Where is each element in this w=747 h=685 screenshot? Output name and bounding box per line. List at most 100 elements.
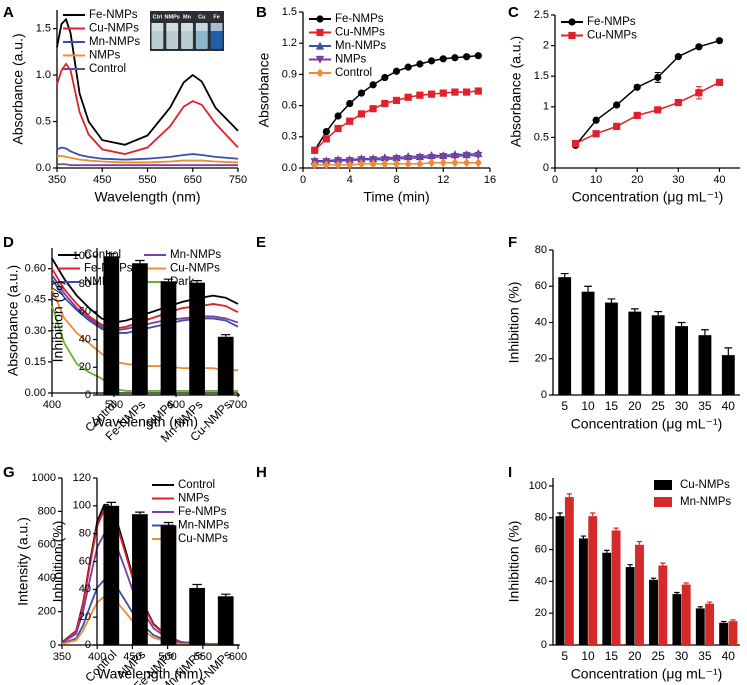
marker	[381, 73, 389, 82]
y-tick-label: 800	[38, 505, 56, 517]
marker	[392, 155, 401, 164]
y-tick-label: 80	[79, 528, 91, 540]
y-tick-label: 0	[541, 639, 547, 651]
marker	[316, 15, 324, 23]
panel: F 0 20 40 60 80 Inhibition (%) Concentration (μ…	[506, 234, 740, 432]
legend-label: NMPs	[335, 54, 367, 66]
marker	[474, 52, 482, 60]
marker	[416, 91, 424, 99]
inset-label: Cu	[198, 14, 205, 20]
error-bar	[636, 541, 643, 545]
panel-label: H	[256, 464, 267, 481]
x-tick-label: 35	[698, 399, 712, 413]
legend-label: Control	[335, 67, 372, 79]
y-tick-label: 0	[543, 162, 549, 174]
bar	[581, 291, 595, 395]
y-tick-label: 400	[38, 572, 56, 584]
marker	[613, 122, 621, 130]
legend-label: NMPs	[178, 493, 210, 505]
y-tick-label: 0.9	[282, 68, 297, 80]
marker	[463, 158, 471, 168]
x-tick-label: 25	[652, 399, 666, 413]
marker	[674, 98, 682, 107]
y-tick-label: 80	[79, 278, 91, 290]
panel-label: A	[3, 4, 14, 21]
panel-label: B	[256, 4, 267, 21]
marker	[451, 54, 459, 62]
error-bar	[580, 535, 587, 539]
vial-top	[151, 23, 164, 31]
error-bar	[627, 564, 633, 568]
y-tick-label: 1.5	[534, 70, 549, 82]
y-tick-label: 0.00	[25, 387, 46, 399]
x-tick-label: 35	[698, 649, 712, 663]
x-tick-label: 12	[437, 174, 449, 186]
y-tick-label: 40	[79, 583, 91, 595]
x-tick-label: 30	[672, 174, 684, 186]
y-tick-label: 80	[535, 512, 547, 524]
error-bar	[135, 511, 145, 515]
legend-label: Mn-NMPs	[335, 40, 386, 52]
legend-label: NMPs	[89, 50, 121, 62]
y-tick-label: 100	[529, 480, 547, 492]
marker	[392, 159, 401, 169]
marker	[427, 154, 436, 162]
y-axis-label: Inhibition (%)	[506, 282, 522, 364]
y-tick-label: 1000	[32, 472, 56, 484]
x-tick-label: 600	[229, 651, 247, 663]
bar	[160, 281, 177, 395]
x-tick-label: 30	[675, 649, 689, 663]
bar	[578, 538, 588, 645]
y-tick-label: 20	[79, 611, 91, 623]
error-bar	[192, 279, 202, 283]
legend-label: Cu-NMPs	[587, 30, 637, 42]
error-bar	[557, 512, 563, 517]
y-tick-label: 2	[543, 40, 549, 52]
bar	[189, 282, 205, 395]
y-tick-label: 1.5	[36, 22, 51, 34]
series-line	[56, 62, 239, 155]
y-tick-label: 60	[79, 555, 91, 567]
x-tick-label: 10	[581, 649, 595, 663]
error-bar	[660, 562, 666, 566]
bar	[625, 567, 635, 645]
series-line	[56, 146, 239, 161]
series-line	[57, 163, 238, 167]
x-tick-label: 8	[393, 174, 399, 186]
legend-label: Cu-NMPs	[335, 27, 385, 39]
y-tick-label: 0.5	[534, 131, 549, 143]
panel: A 0.0 0.5 1.0 1.5 Absorbance (a.u.) Wavelength…	[3, 4, 247, 205]
bar	[658, 565, 668, 645]
legend-label: Mn-NMPs	[89, 36, 140, 48]
vial-top	[181, 23, 193, 31]
inset-label: Ctrl	[153, 14, 163, 20]
error-bar	[566, 493, 573, 498]
panel: B 0.0 0.3 0.6 0.9 1.2 1.5 Absorbance Time (min) 0…	[256, 4, 496, 205]
x-tick-label: 10	[581, 399, 595, 413]
marker	[439, 158, 447, 168]
error-bar	[106, 252, 117, 257]
bar	[695, 608, 705, 645]
marker	[404, 93, 412, 101]
x-tick-label: 450	[123, 651, 141, 663]
x-tick-label: 350	[48, 174, 66, 186]
bar	[132, 514, 148, 645]
marker	[451, 88, 459, 96]
legend-label: Mn-NMPs	[680, 496, 731, 508]
legend-label: Cu-NMPs	[89, 23, 139, 35]
x-tick-label: 700	[229, 399, 247, 411]
error-bar	[730, 619, 736, 622]
x-tick-label: 750	[229, 174, 247, 186]
marker	[404, 155, 413, 164]
bar	[217, 596, 234, 645]
y-tick-label: 60	[535, 543, 547, 555]
bar	[132, 263, 148, 395]
bar	[555, 516, 565, 645]
vial-top	[210, 23, 223, 31]
legend-label: Cu-NMPs	[680, 479, 730, 491]
bar	[605, 302, 618, 395]
bar	[628, 311, 642, 395]
marker	[592, 130, 600, 138]
x-tick-label: 15	[605, 649, 619, 663]
